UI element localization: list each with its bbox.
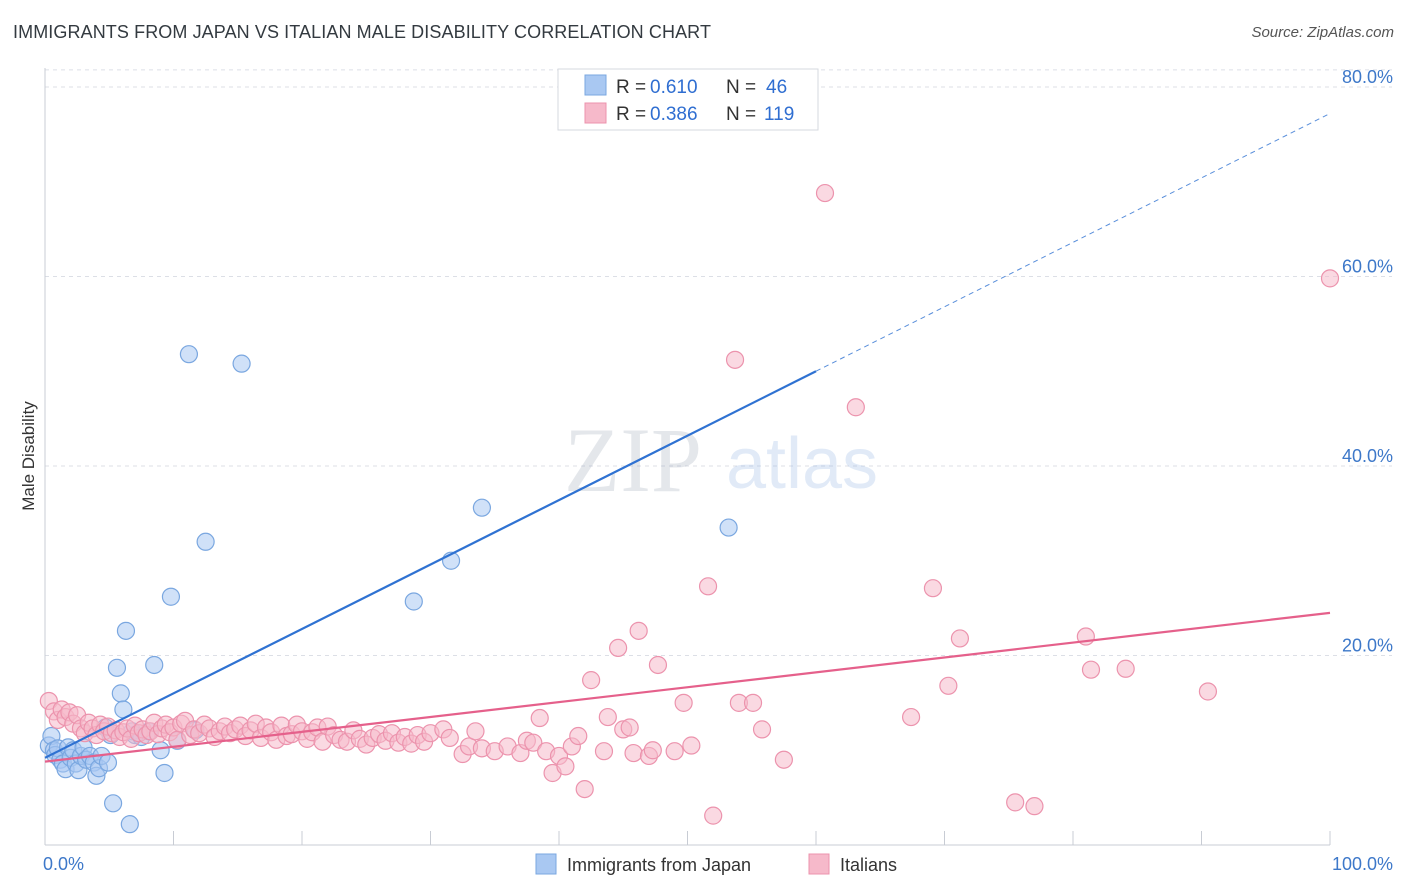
point-italians[interactable] (698, 577, 718, 596)
point-italians[interactable] (575, 779, 594, 799)
chart-source: Source: ZipAtlas.com (1251, 24, 1394, 41)
point-italians[interactable] (939, 676, 958, 695)
point-japan[interactable] (145, 655, 164, 675)
point-japan[interactable] (104, 794, 123, 813)
point-italians[interactable] (582, 671, 601, 690)
y-tick-label: 40.0% (1342, 446, 1393, 466)
point-japan[interactable] (472, 498, 491, 517)
x-tick-label: 100.0% (1332, 854, 1393, 874)
point-italians[interactable] (466, 722, 485, 741)
point-italians[interactable] (594, 742, 614, 761)
point-japan[interactable] (98, 753, 118, 772)
legend-swatch-japan (584, 74, 607, 96)
series-legend-swatch-italians[interactable] (808, 853, 830, 875)
point-italians[interactable] (682, 736, 701, 755)
point-italians[interactable] (624, 743, 643, 763)
watermark-zip: ZIP (564, 409, 702, 511)
point-italians[interactable] (609, 638, 628, 658)
data-points (39, 183, 1340, 834)
point-japan[interactable] (155, 763, 174, 783)
legend-n-value: 46 (766, 77, 787, 98)
point-italians[interactable] (643, 741, 662, 760)
point-italians[interactable] (556, 757, 575, 776)
point-italians[interactable] (923, 579, 943, 598)
point-japan[interactable] (120, 815, 139, 834)
point-italians[interactable] (901, 707, 921, 727)
series-legend-swatch-japan[interactable] (535, 853, 557, 875)
y-tick-label: 20.0% (1342, 635, 1393, 655)
y-tick-label: 80.0% (1342, 67, 1393, 87)
point-italians[interactable] (743, 693, 763, 712)
point-italians[interactable] (440, 728, 459, 748)
point-italians[interactable] (1025, 797, 1044, 816)
point-italians[interactable] (629, 621, 648, 640)
legend-n-label: N = (726, 77, 756, 98)
point-italians[interactable] (846, 398, 865, 417)
point-italians[interactable] (1006, 793, 1025, 812)
point-italians[interactable] (665, 742, 684, 761)
point-japan[interactable] (107, 658, 127, 677)
legend-r-label: R = (616, 104, 646, 125)
point-japan[interactable] (151, 741, 170, 760)
point-italians[interactable] (1320, 269, 1340, 288)
point-japan[interactable] (719, 518, 738, 537)
x-tick-label: 0.0% (43, 854, 84, 874)
point-japan[interactable] (404, 592, 423, 611)
trendline-italians (44, 611, 1331, 763)
legend-swatch-italians (584, 102, 607, 124)
series-legend: Immigrants from Japan Italians (535, 853, 897, 875)
legend-n-value: 119 (764, 104, 794, 125)
trend-lines (44, 113, 1331, 763)
point-italians[interactable] (598, 707, 617, 727)
tick-labels: 20.0% 40.0% 60.0% 80.0% 0.0% 100.0% (43, 67, 1393, 874)
point-italians[interactable] (815, 183, 835, 203)
point-italians[interactable] (524, 733, 543, 752)
legend: R = 0.610 N = 46 R = 0.386 N = 119 (557, 68, 819, 131)
point-italians[interactable] (1081, 660, 1101, 679)
y-axis-label: Male Disability (19, 401, 38, 511)
point-japan[interactable] (111, 684, 130, 703)
point-italians[interactable] (950, 629, 970, 648)
point-italians[interactable] (530, 708, 549, 728)
series-legend-label-italians[interactable]: Italians (840, 855, 897, 875)
point-italians[interactable] (674, 693, 693, 712)
legend-r-label: R = (616, 77, 646, 98)
point-japan[interactable] (232, 354, 251, 373)
series-legend-label-japan[interactable]: Immigrants from Japan (567, 855, 751, 875)
legend-r-value: 0.610 (650, 77, 698, 98)
point-italians[interactable] (1198, 682, 1218, 701)
point-japan[interactable] (196, 532, 215, 551)
trendline-japan (44, 370, 817, 759)
watermark-atlas: atlas (726, 424, 878, 504)
legend-r-value: 0.386 (650, 104, 698, 125)
point-italians[interactable] (569, 726, 588, 746)
zipatlas-watermark: ZIP atlas (564, 409, 878, 511)
point-italians[interactable] (725, 350, 745, 369)
chart-title: IMMIGRANTS FROM JAPAN VS ITALIAN MALE DI… (13, 22, 712, 42)
point-italians[interactable] (774, 750, 793, 769)
point-italians[interactable] (752, 720, 772, 739)
point-japan[interactable] (116, 621, 136, 640)
trendline-japan-extrapolated (815, 113, 1331, 372)
point-italians[interactable] (704, 806, 723, 825)
y-tick-label: 60.0% (1342, 256, 1393, 276)
point-japan[interactable] (161, 587, 181, 606)
point-italians[interactable] (1116, 659, 1135, 678)
point-italians[interactable] (648, 655, 668, 675)
point-japan[interactable] (179, 345, 199, 364)
point-italians[interactable] (620, 718, 639, 737)
legend-n-label: N = (726, 104, 756, 125)
